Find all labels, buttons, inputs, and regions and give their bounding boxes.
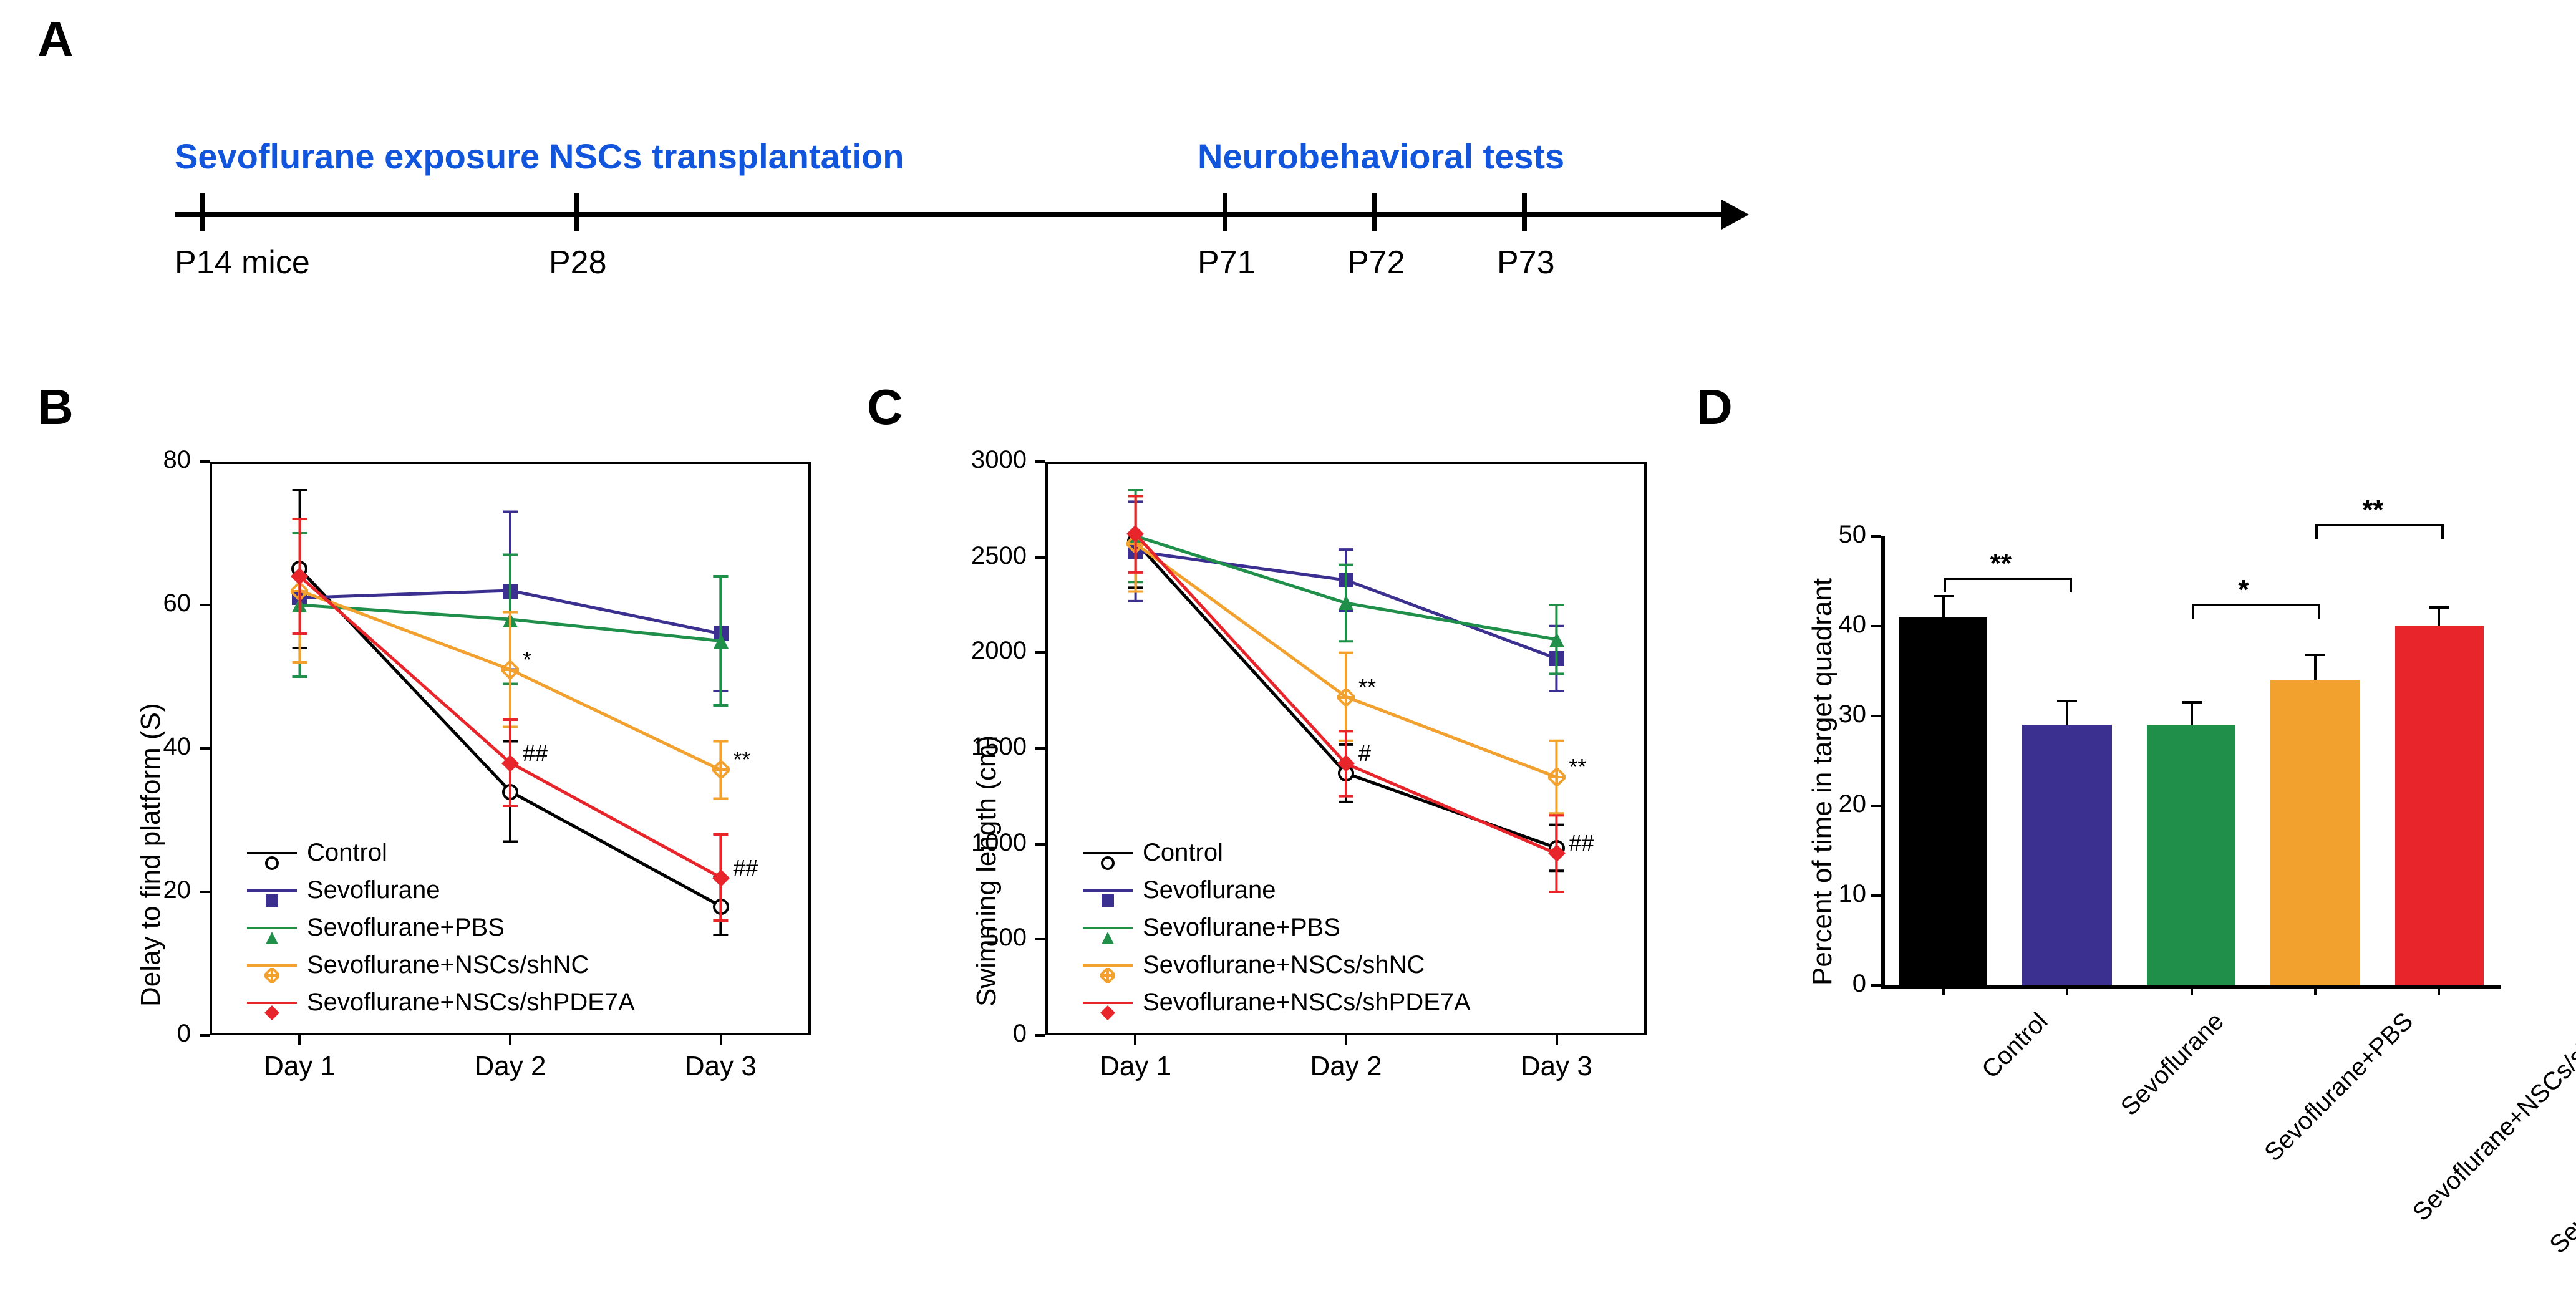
legend-item: Sevoflurane+PBS	[1083, 911, 1471, 945]
legend: ControlSevofluraneSevoflurane+PBSSevoflu…	[247, 836, 635, 1023]
legend-label: Sevoflurane+NSCs/shPDE7A	[1143, 985, 1471, 1020]
legend-label: Control	[1143, 836, 1223, 871]
bar-label: Sevoflurane+PBS	[2259, 1008, 2419, 1168]
significance-annotation: **	[1569, 755, 1586, 781]
panel-label-c: C	[867, 380, 903, 437]
xtick	[2190, 985, 2192, 995]
legend-label: Sevoflurane+PBS	[307, 911, 505, 945]
errorbar	[2190, 701, 2192, 725]
ytick-label: 50	[1806, 521, 1866, 550]
legend-item: Sevoflurane+PBS	[247, 911, 635, 945]
comparison-bracket	[2191, 603, 2320, 618]
significance-label: **	[2362, 494, 2383, 526]
timeline-timepoint-label: P72	[1347, 243, 1405, 282]
legend-label: Sevoflurane+NSCs/shPDE7A	[307, 985, 635, 1020]
ytick	[1871, 805, 1881, 807]
ytick	[1871, 984, 1881, 987]
timeline-arrowhead	[1721, 200, 1749, 230]
ytick	[1871, 715, 1881, 717]
significance-label: *	[2238, 573, 2249, 606]
panel-a-timeline: Sevoflurane exposure P14 mice NSCs transpl…	[125, 50, 1871, 324]
xtick	[1942, 985, 1944, 995]
legend-label: Sevoflurane+NSCs/shNC	[1143, 948, 1425, 983]
significance-annotation: **	[733, 748, 750, 774]
timeline-tick	[1223, 193, 1227, 231]
bar-label: Sevoflurane	[2116, 1008, 2230, 1122]
legend-item: Sevoflurane+NSCs/shNC	[1083, 948, 1471, 983]
bar	[2023, 725, 2112, 985]
errorbar	[2314, 653, 2317, 680]
y-axis-label: Percent of time in target quadrant	[1806, 578, 1839, 985]
bar-label: Control	[1977, 1008, 2054, 1085]
xtick	[2066, 985, 2068, 995]
errorbar-cap	[2305, 653, 2325, 655]
significance-annotation: ##	[523, 740, 548, 766]
errorbar-cap	[2429, 606, 2449, 609]
panel-label-a: A	[37, 12, 74, 69]
timeline-timepoint-label: P28	[549, 243, 607, 282]
legend-item: Sevoflurane	[1083, 873, 1471, 908]
bar	[1899, 617, 1988, 985]
errorbar	[2438, 606, 2441, 626]
bar	[2146, 725, 2235, 985]
timeline-event-label: Neurobehavioral tests	[1198, 137, 1564, 177]
bar	[2270, 680, 2360, 985]
legend-item: Sevoflurane+NSCs/shNC	[247, 948, 635, 983]
panel-b-line-chart: 020406080Day 1Day 2Day 3Delay to find pl…	[112, 424, 848, 1123]
significance-label: **	[1990, 548, 2012, 580]
timeline-tick	[1522, 193, 1527, 231]
legend-label: Sevoflurane	[307, 873, 440, 908]
panel-label-d: D	[1697, 380, 1733, 437]
legend-label: Sevoflurane+PBS	[1143, 911, 1340, 945]
timeline-event-label: Sevoflurane exposure	[175, 137, 540, 177]
errorbar-cap	[2057, 700, 2077, 702]
legend-label: Sevoflurane	[1143, 873, 1276, 908]
xtick	[2438, 985, 2441, 995]
legend-item: Control	[1083, 836, 1471, 871]
legend-item: Sevoflurane+NSCs/shPDE7A	[1083, 985, 1471, 1020]
panel-label-b: B	[37, 380, 74, 437]
timeline-event-label: NSCs transplantation	[549, 137, 904, 177]
bar	[2394, 626, 2484, 985]
ytick	[1871, 625, 1881, 627]
timeline-timepoint-label: P71	[1198, 243, 1256, 282]
legend-item: Control	[247, 836, 635, 871]
legend-item: Sevoflurane+NSCs/shPDE7A	[247, 985, 635, 1020]
timeline-timepoint-label: P14 mice	[175, 243, 310, 282]
significance-annotation: ##	[733, 855, 758, 881]
legend-label: Control	[307, 836, 387, 871]
ytick	[1871, 535, 1881, 538]
timeline-tick	[574, 193, 579, 231]
errorbar-cap	[2181, 701, 2201, 704]
legend: ControlSevofluraneSevoflurane+PBSSevoflu…	[1083, 836, 1471, 1023]
panel-d-bar-chart: 01020304050Percent of time in target qua…	[1784, 424, 2520, 1123]
timeline-tick	[200, 193, 205, 231]
bar-label: Sevoflurane+NSCs/shNC	[2408, 1008, 2576, 1227]
ytick	[1871, 894, 1881, 897]
significance-annotation: #	[1358, 742, 1371, 768]
errorbar	[1942, 595, 1944, 617]
significance-annotation: **	[1358, 674, 1376, 700]
errorbar-cap	[1933, 595, 1953, 597]
legend-label: Sevoflurane+NSCs/shNC	[307, 948, 589, 983]
figure-root: A B C D Sevoflurane exposure P14 mice NSCs…	[0, 0, 2576, 1291]
xtick	[2314, 985, 2317, 995]
significance-annotation: ##	[1569, 831, 1594, 858]
panel-c-line-chart: 050010001500200025003000Day 1Day 2Day 3S…	[948, 424, 1684, 1123]
timeline-timepoint-label: P73	[1497, 243, 1555, 282]
y-axis	[1881, 536, 1884, 985]
timeline-axis	[175, 212, 1721, 217]
timeline-tick	[1372, 193, 1377, 231]
legend-item: Sevoflurane	[247, 873, 635, 908]
errorbar	[2066, 700, 2068, 725]
significance-annotation: *	[523, 647, 531, 674]
